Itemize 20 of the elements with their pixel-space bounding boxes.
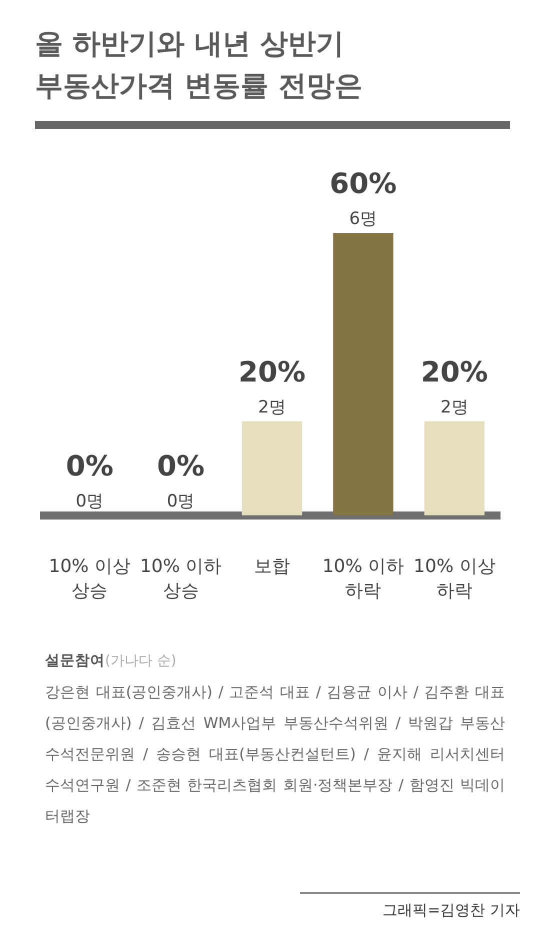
x-tick-label: 10% 이하 하락 bbox=[322, 556, 404, 602]
chart-title: 올 하반기와 내년 상반기 부동산가격 변동률 전망은 bbox=[35, 26, 364, 104]
text: 그래픽=김영찬 기자 bbox=[382, 900, 520, 921]
annotation: 2명 bbox=[440, 397, 468, 418]
x-tick-label: 10% 이상 하락 bbox=[414, 556, 496, 602]
annotation: 0명 bbox=[166, 491, 195, 512]
annotation: 6명 bbox=[349, 209, 378, 229]
text: 강은현 대표(공인중개사) / 고준석 대표 / 김용균 이사 / 김주환 대표(공인중개사) / 김효선 WM사업부 부동산수석위원 / 박원갑 부동산 수석전문위원 / 송승현 대표(부동산컨설턴트) / 윤지해 리서치센터 수석연구원 / 조준현 한국리츠협회 회원·정책본부장 / 함영진 빅데이터랩장 bbox=[45, 683, 505, 825]
data-label: 60% bbox=[330, 167, 397, 200]
annotation: 2명 bbox=[258, 397, 286, 418]
annotation: 0명 bbox=[76, 491, 104, 512]
x-tick-label: 보합 bbox=[254, 556, 290, 578]
data-label: 20% bbox=[238, 355, 306, 388]
data-label: 20% bbox=[420, 355, 488, 388]
text: 설문참여 bbox=[45, 653, 105, 669]
data-label: 0% bbox=[157, 449, 205, 482]
text: (가나다 순) bbox=[105, 653, 176, 669]
x-tick-label: 10% 이하 상승 bbox=[140, 556, 222, 602]
data-label: 0% bbox=[66, 449, 114, 482]
x-tick-label: 10% 이상 상승 bbox=[48, 556, 130, 602]
